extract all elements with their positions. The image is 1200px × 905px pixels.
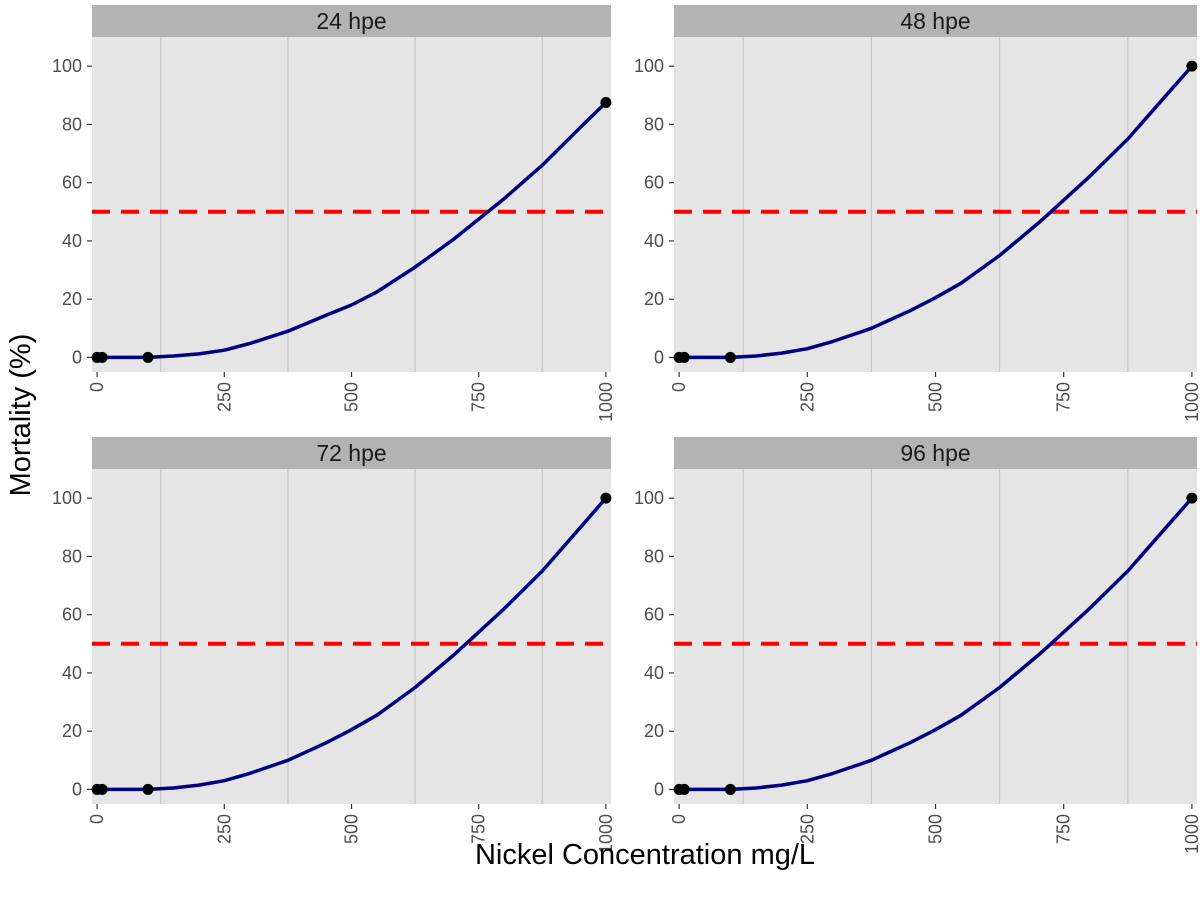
panel-background [92, 469, 611, 804]
panel-strip [674, 437, 1197, 469]
x-tick-label: 1000 [1182, 814, 1200, 854]
data-point [724, 351, 736, 363]
x-tick-label: 250 [797, 382, 817, 412]
panel-strip-label: 96 hpe [900, 440, 970, 466]
y-tick-label: 100 [52, 56, 82, 76]
y-tick-label: 60 [62, 173, 82, 193]
y-tick-label: 40 [62, 663, 82, 683]
y-tick-label: 100 [634, 56, 664, 76]
x-axis-title: Nickel Concentration mg/L [475, 839, 815, 871]
data-point [96, 351, 108, 363]
x-tick-label: 500 [926, 382, 946, 412]
data-point [1186, 60, 1198, 72]
panel-strip-label: 48 hpe [900, 8, 970, 34]
y-tick-label: 80 [62, 546, 82, 566]
panel-background [92, 37, 611, 372]
y-tick-label: 0 [72, 779, 82, 799]
x-tick-label: 750 [469, 814, 489, 844]
y-tick-label: 40 [644, 663, 664, 683]
x-tick-label: 500 [926, 814, 946, 844]
x-tick-label: 250 [214, 814, 234, 844]
panel-background [674, 469, 1197, 804]
x-tick-label: 750 [1054, 382, 1074, 412]
panel-strip-label: 24 hpe [316, 8, 386, 34]
data-point [678, 351, 690, 363]
x-tick-label: 500 [342, 382, 362, 412]
panel-background [674, 37, 1197, 372]
y-tick-label: 80 [644, 114, 664, 134]
data-point [96, 783, 108, 795]
y-tick-label: 60 [644, 173, 664, 193]
data-point [142, 351, 154, 363]
y-tick-label: 60 [62, 605, 82, 625]
y-tick-label: 40 [644, 231, 664, 251]
y-tick-label: 20 [62, 289, 82, 309]
fitted-curve [97, 101, 608, 360]
y-tick-label: 100 [52, 488, 82, 508]
y-axis-title: Mortality (%) [5, 334, 37, 497]
x-tick-label: 0 [87, 382, 107, 392]
panel-strip [92, 5, 611, 37]
y-tick-label: 0 [72, 347, 82, 367]
x-tick-label: 250 [214, 382, 234, 412]
x-tick-label: 750 [469, 382, 489, 412]
panel-strip [674, 5, 1197, 37]
x-tick-label: 750 [1054, 814, 1074, 844]
y-tick-label: 20 [644, 289, 664, 309]
fitted-curve [679, 496, 1194, 792]
data-point [724, 783, 736, 795]
y-tick-label: 20 [644, 721, 664, 741]
x-tick-label: 500 [342, 814, 362, 844]
data-point [600, 492, 612, 504]
fitted-curve [97, 496, 608, 792]
y-tick-label: 0 [654, 347, 664, 367]
x-tick-label: 0 [669, 382, 689, 392]
y-tick-label: 20 [62, 721, 82, 741]
y-tick-label: 80 [62, 114, 82, 134]
x-tick-label: 1000 [1182, 382, 1200, 422]
fitted-curve [679, 64, 1194, 360]
y-tick-label: 80 [644, 546, 664, 566]
x-tick-label: 0 [87, 814, 107, 824]
panel-strip-label: 72 hpe [316, 440, 386, 466]
y-tick-label: 0 [654, 779, 664, 799]
panel-strip [92, 437, 611, 469]
y-tick-label: 40 [62, 231, 82, 251]
x-tick-label: 1000 [596, 814, 616, 854]
data-point [678, 783, 690, 795]
x-tick-label: 1000 [596, 382, 616, 422]
x-tick-label: 0 [669, 814, 689, 824]
data-point [1186, 492, 1198, 504]
x-tick-label: 250 [797, 814, 817, 844]
y-tick-label: 100 [634, 488, 664, 508]
data-point [600, 97, 612, 109]
data-point [142, 783, 154, 795]
y-tick-label: 60 [644, 605, 664, 625]
